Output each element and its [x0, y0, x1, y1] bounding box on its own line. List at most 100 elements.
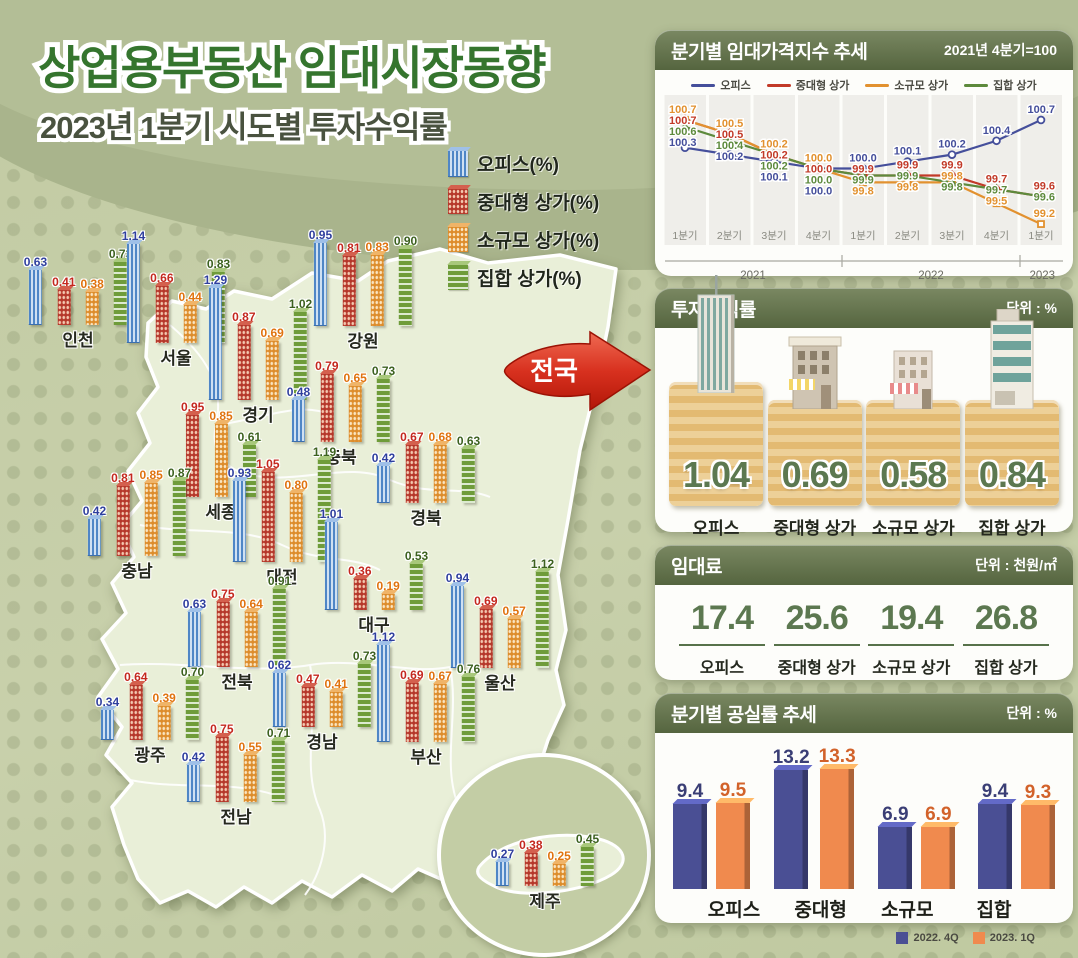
- vacancy-bar: [1020, 800, 1060, 889]
- investment-item: 1.04 오피스: [669, 275, 763, 539]
- vacancy-value: 9.4: [981, 781, 1009, 802]
- map-legend-label: 소규모 상가(%): [477, 231, 600, 252]
- year-label: 2023: [1029, 270, 1055, 282]
- panel-investment-body: 1.04 오피스 0.69 중대형 상가 0.58 소규모 상가 0.84 집합 상가: [655, 275, 1073, 539]
- data-label: 100.4: [716, 140, 744, 152]
- x-tick-label: 2분기: [895, 230, 920, 242]
- x-tick-label: 3분기: [939, 230, 964, 242]
- vacancy-categories: 오피스 중대형 소규모 집합: [673, 895, 1055, 922]
- panel-vacancy: 분기별 공실률 추세 단위 : % 9.4 9.5 13.2 13.3 6.9 6.9 9.…: [655, 693, 1073, 944]
- rent-value: 25.6: [785, 599, 849, 637]
- arrow-label: 전국: [530, 356, 578, 386]
- rent-label: 중대형 상가: [777, 660, 856, 677]
- vacancy-bar-column: 9.4: [672, 781, 712, 889]
- vacancy-bar-column: 13.2: [773, 748, 813, 889]
- series-marker: [903, 178, 912, 187]
- series-marker: [680, 143, 690, 153]
- data-label: 99.8: [852, 186, 873, 198]
- data-label: 100.4: [983, 125, 1011, 137]
- x-tick-label: 4분기: [984, 230, 1009, 242]
- vacancy-bar: [877, 822, 917, 889]
- rent-item: 19.4 소규모 상가: [868, 599, 955, 678]
- series-marker: [947, 150, 957, 159]
- panel-vacancy-body: 9.4 9.5 13.2 13.3 6.9 6.9 9.4 9.3 오피스 중대형 소규모 집합 2…: [655, 733, 1073, 944]
- panel-rent-body: 17.4 오피스 25.6 중대형 상가 19.4 소규모 상가 26.8 집합 상가: [655, 585, 1073, 678]
- data-label: 100.7: [669, 104, 697, 116]
- quarter-band: [709, 95, 751, 245]
- aggregate-building-icon: [983, 308, 1041, 414]
- data-label: 99.5: [986, 195, 1007, 207]
- vacancy-pair: 13.2 13.3: [773, 746, 859, 889]
- small-shop-icon: [886, 345, 940, 414]
- line-chart-legend: 오피스 중대형 상가 소규모 상가 집합 상가: [655, 70, 1073, 93]
- vacancy-legend: 2022. 4Q 2023. 1Q: [673, 922, 1055, 944]
- vacancy-value: 13.3: [818, 746, 856, 767]
- jeju-inset: [437, 753, 651, 957]
- pedestal: 0.58: [866, 400, 961, 506]
- panel-title: 분기별 공실률 추세: [671, 704, 817, 726]
- data-label: 99.7: [986, 184, 1007, 196]
- rent-label: 오피스: [699, 660, 745, 677]
- vacancy-value: 9.4: [676, 781, 704, 802]
- investment-figure: 0.58: [866, 338, 961, 506]
- series-marker: [813, 162, 824, 173]
- x-tick-label: 1분기: [1028, 230, 1053, 242]
- x-tick-label: 1분기: [672, 230, 697, 242]
- x-tick-label: 2분기: [717, 230, 742, 242]
- data-label: 99.7: [986, 173, 1007, 185]
- panel-rent: 임대료 단위 : 천원/㎡ 17.4 오피스 25.6 중대형 상가 19.4 소규모 상…: [655, 545, 1073, 680]
- vacancy-bar: [672, 799, 712, 889]
- x-tick-label: 4분기: [806, 230, 831, 242]
- investment-item: 0.58 소규모 상가: [866, 338, 961, 539]
- nationwide-arrow: 전국: [498, 330, 656, 422]
- series-marker: [725, 150, 734, 159]
- panel-rent-index: 분기별 임대가격지수 추세 2021년 4분기=100 오피스 중대형 상가 소규모…: [655, 30, 1073, 282]
- data-label: 100.5: [716, 129, 744, 141]
- legend-square-icon: [972, 932, 985, 944]
- quarter-band: [976, 95, 1018, 245]
- panel-title: 분기별 임대가격지수 추세: [671, 41, 868, 63]
- line-swatch-icon: [691, 83, 716, 87]
- x-tick-label: 3분기: [761, 230, 786, 242]
- investment-value: 1.04: [682, 454, 750, 495]
- series-marker: [1036, 115, 1046, 125]
- panel-rent-header: 임대료 단위 : 천원/㎡: [655, 545, 1073, 585]
- aggregate-building-icon: [447, 261, 471, 290]
- vacancy-pair: 6.9 6.9: [877, 805, 960, 889]
- data-label: 99.9: [897, 170, 918, 182]
- data-label: 100.7: [1027, 104, 1055, 116]
- investment-label: 오피스: [692, 519, 740, 538]
- vacancy-bar: [715, 798, 755, 889]
- rent-item: 17.4 오피스: [679, 599, 765, 678]
- vacancy-legend-item: 2022. 4Q: [896, 932, 959, 944]
- vacancy-pair: 9.4 9.5: [672, 781, 755, 889]
- vacancy-category-label: 중대형: [794, 900, 847, 921]
- vacancy-bar-column: 6.9: [877, 805, 917, 889]
- rent-divider: [868, 644, 955, 646]
- series-marker: [946, 169, 958, 181]
- map-legend-item: 중대형 상가(%): [447, 185, 599, 215]
- vacancy-group: 9.4 9.5: [672, 781, 755, 889]
- data-label: 100.1: [894, 146, 922, 158]
- line-swatch-icon: [964, 83, 989, 87]
- data-label: 100.5: [716, 118, 744, 130]
- investment-label: 중대형 상가: [773, 519, 857, 538]
- data-label: 100.0: [805, 164, 833, 176]
- page-subtitle: 2023년 1분기 시도별 투자수익률: [40, 110, 447, 145]
- series-marker: [859, 178, 867, 187]
- vacancy-group: 9.4 9.3: [977, 781, 1060, 889]
- data-label: 100.2: [716, 151, 744, 163]
- small-building-icon: [447, 223, 471, 252]
- data-label: 99.9: [941, 159, 962, 171]
- data-label: 100.7: [669, 115, 697, 127]
- investment-label: 소규모 상가: [871, 519, 955, 538]
- vacancy-bar: [977, 799, 1017, 889]
- investment-value: 0.58: [880, 454, 947, 495]
- series-marker: [992, 136, 1001, 146]
- rent-value: 17.4: [690, 599, 754, 637]
- quarter-band: [931, 95, 973, 245]
- vacancy-bar-column: 9.4: [977, 781, 1017, 889]
- data-label: 100.2: [760, 139, 788, 151]
- pedestal: 1.04: [669, 382, 763, 506]
